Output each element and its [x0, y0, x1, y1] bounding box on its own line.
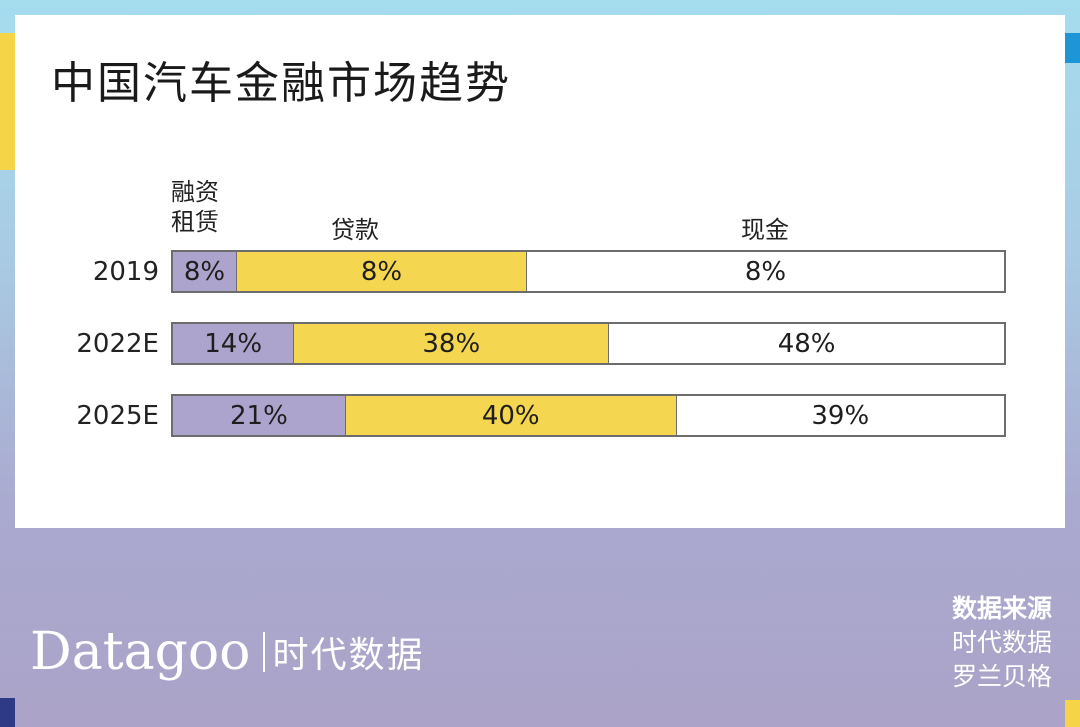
- bar-segment-loan: 40%: [345, 396, 677, 435]
- data-source-heading: 数据来源: [951, 594, 1052, 623]
- data-source-item: 时代数据: [951, 628, 1052, 657]
- chart-card: 中国汽车金融市场趋势 融资 租赁 贷款 现金 2019 8% 8% 8% 202…: [15, 15, 1065, 528]
- bar-segment-lease: 14%: [173, 324, 295, 363]
- bar-segment-cash: 48%: [609, 324, 1004, 363]
- bar-row-2019: 8% 8% 8%: [171, 250, 1006, 293]
- decorative-accent-right-yellow: [1065, 700, 1080, 727]
- year-label-2019: 2019: [92, 257, 159, 287]
- category-label-cash: 现金: [741, 216, 789, 244]
- decorative-accent-left-navy: [0, 698, 15, 727]
- bar-row-2022e: 14% 38% 48%: [171, 322, 1006, 365]
- category-label-loan: 贷款: [331, 216, 379, 244]
- logo-text-cn: 时代数据: [272, 635, 425, 676]
- chart-title: 中国汽车金融市场趋势: [51, 58, 511, 109]
- category-label-lease: 融资 租赁: [171, 177, 219, 237]
- decorative-accent-right-blue: [1065, 33, 1080, 63]
- bar-segment-lease: 21%: [173, 396, 346, 435]
- bar-segment-loan: 8%: [236, 252, 527, 291]
- bar-segment-loan: 38%: [294, 324, 610, 363]
- year-label-2025e: 2025E: [76, 401, 159, 431]
- brand-logo: Datagoo 时代数据: [30, 622, 425, 682]
- logo-text-en: Datagoo: [30, 622, 251, 682]
- bar-segment-cash: 39%: [676, 396, 1004, 435]
- bar-row-2025e: 21% 40% 39%: [171, 394, 1006, 437]
- category-label-lease-line1: 融资: [171, 178, 219, 206]
- category-label-lease-line2: 租赁: [171, 208, 219, 236]
- year-label-2022e: 2022E: [76, 329, 159, 359]
- bar-segment-lease: 8%: [173, 252, 237, 291]
- data-source-item: 罗兰贝格: [951, 662, 1052, 691]
- logo-divider: [262, 632, 265, 672]
- bar-segment-cash: 8%: [527, 252, 1004, 291]
- decorative-accent-left-yellow: [0, 33, 15, 170]
- data-source-block: 数据来源 时代数据 罗兰贝格: [952, 592, 1052, 694]
